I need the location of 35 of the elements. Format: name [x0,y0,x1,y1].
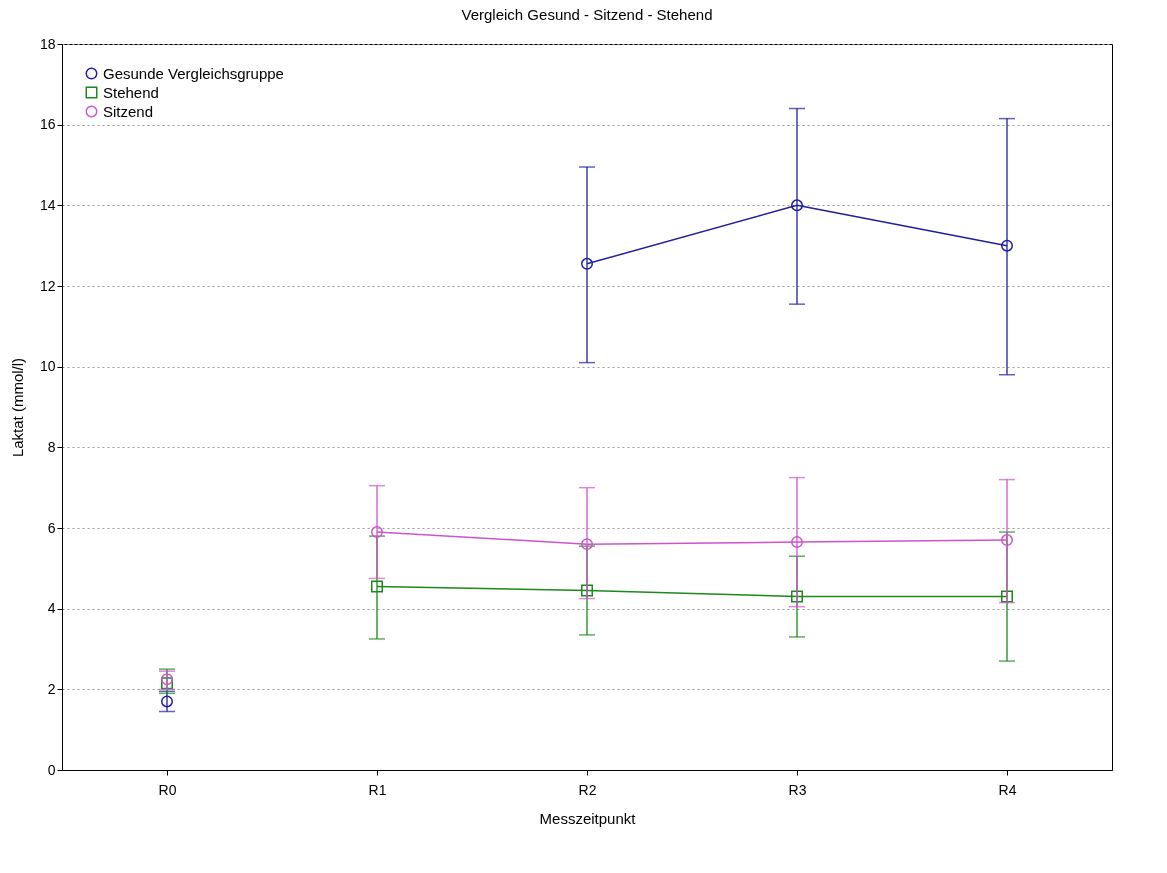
y-tick-label: 8 [47,438,56,455]
x-tick-label: R0 [158,781,177,798]
point [161,695,173,708]
y-tick-label: 10 [39,358,56,375]
legend-label: Stehend [103,83,159,101]
y-tick-label: 14 [39,196,56,213]
legend-label: Sitzend [103,102,154,120]
x-tick-label: R2 [578,781,597,798]
point [161,677,173,690]
legend-label: Gesunde Vergleichsgruppe [103,64,284,82]
y-tick-label: 4 [47,600,56,617]
x-tick-label: R1 [368,781,387,798]
point [581,538,593,551]
point [581,584,593,597]
point [581,257,593,270]
y-tick-label: 2 [47,680,56,697]
y-tick-label: 0 [47,761,56,778]
y-axis-title: Laktat (mmol/l) [8,357,26,458]
point [1001,590,1013,603]
point [791,536,803,549]
point [161,673,173,686]
y-tick-label: 16 [39,116,56,133]
point [791,590,803,603]
point [791,199,803,212]
point [371,580,383,593]
point [371,526,383,539]
chart-title: Vergleich Gesund - Sitzend - Stehend [461,6,713,23]
y-tick-label: 6 [47,519,56,536]
point [1001,534,1013,547]
point [1001,239,1013,252]
x-tick-label: R4 [998,781,1017,798]
x-axis-title: Messzeitpunkt [539,809,637,827]
y-tick-label: 18 [39,35,56,52]
x-tick-label: R3 [788,781,807,798]
y-tick-label: 12 [39,277,56,294]
